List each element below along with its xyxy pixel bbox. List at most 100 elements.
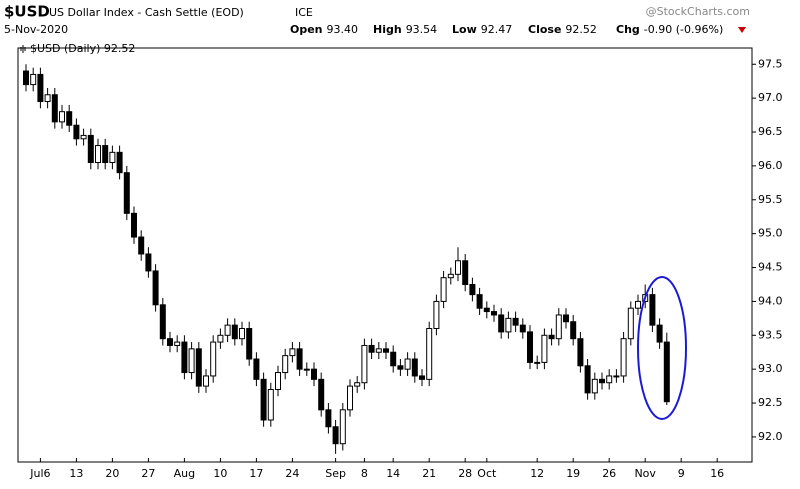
candle-body xyxy=(656,324,663,343)
candle-body xyxy=(275,372,281,390)
candle-body xyxy=(606,375,613,384)
candle-body xyxy=(498,314,505,333)
x-tick-label: 24 xyxy=(285,467,299,480)
candle-body xyxy=(195,348,202,387)
x-tick-label: Aug xyxy=(174,467,195,480)
x-tick-label: 26 xyxy=(602,467,616,480)
candle-body xyxy=(267,388,274,421)
x-tick-label: 12 xyxy=(530,467,544,480)
candle-body xyxy=(203,375,209,387)
candle-body xyxy=(462,260,469,285)
exchange: ICE xyxy=(295,6,313,19)
candle-body xyxy=(37,73,44,103)
x-tick-label: 17 xyxy=(249,467,263,480)
x-tick-label: 21 xyxy=(422,467,436,480)
y-tick-label: 97.5 xyxy=(758,57,783,70)
quote-label: Open xyxy=(290,23,323,36)
candle-body xyxy=(66,111,73,126)
candle-body xyxy=(591,378,598,394)
candle-body xyxy=(390,351,397,367)
candle-body xyxy=(419,375,425,380)
candle-body xyxy=(167,338,173,346)
candle-body xyxy=(577,338,584,367)
x-tick-label: 13 xyxy=(69,467,83,480)
legend-icon xyxy=(20,45,26,53)
candle-body xyxy=(620,338,627,377)
candle-body xyxy=(181,341,188,374)
quote-label: Chg xyxy=(616,23,640,36)
candle-body xyxy=(519,324,526,333)
candle-body xyxy=(613,375,620,378)
symbol: $USD xyxy=(4,3,50,21)
candle-body xyxy=(30,73,37,86)
x-tick-label: 10 xyxy=(213,467,227,480)
candle-body xyxy=(476,294,483,309)
candle-body xyxy=(289,348,296,357)
candle-body xyxy=(73,124,80,140)
x-tick-label: Oct xyxy=(477,467,497,480)
x-tick-label: 16 xyxy=(710,467,724,480)
y-tick-label: 93.0 xyxy=(758,362,783,375)
quote-label: High xyxy=(373,23,402,36)
candle-body xyxy=(95,145,101,164)
y-tick-label: 92.5 xyxy=(758,396,783,409)
y-tick-label: 94.5 xyxy=(758,261,783,274)
quote-label: Low xyxy=(452,23,477,36)
candle-body xyxy=(570,321,577,340)
x-tick-label: 28 xyxy=(458,467,472,480)
candle-body xyxy=(649,294,656,326)
candle-body xyxy=(491,311,497,316)
candle-body xyxy=(368,344,375,353)
plot-frame xyxy=(17,47,753,463)
candle-body xyxy=(224,324,231,336)
x-tick-label: 9 xyxy=(678,467,685,480)
candle-body xyxy=(102,145,109,164)
candle-body xyxy=(339,409,346,445)
candle-body xyxy=(663,341,670,403)
candle-body xyxy=(483,307,490,313)
candle-body xyxy=(217,334,224,343)
candle-body xyxy=(404,358,411,370)
candle-body xyxy=(51,94,58,123)
candle-body xyxy=(188,348,195,374)
candle-body xyxy=(231,324,238,340)
candle-body xyxy=(447,273,454,279)
candle-body xyxy=(635,300,641,309)
candle-body xyxy=(627,307,634,340)
y-tick-label: 97.0 xyxy=(758,91,783,104)
legend: $USD (Daily) 92.52 xyxy=(30,42,135,55)
marks: 92.0 92.5 93.0 93.5 94.0 94.5 95.0 95.5 96.0 96.5… xyxy=(23,57,783,480)
candle-body xyxy=(296,348,303,370)
candle-body xyxy=(138,236,145,255)
candle-body xyxy=(303,368,310,371)
quote-value: -0.90 (-0.96%) xyxy=(644,23,723,36)
candle-body xyxy=(311,368,317,380)
candle-body xyxy=(23,70,29,86)
candle-body xyxy=(527,331,533,363)
date: 5-Nov-2020 xyxy=(4,23,68,36)
index-name: US Dollar Index - Cash Settle (EOD) xyxy=(49,6,244,19)
quote-value: 92.47 xyxy=(481,23,513,36)
candle-body xyxy=(411,358,418,377)
y-tick-label: 92.0 xyxy=(758,430,783,443)
candle-body xyxy=(174,341,181,346)
x-tick-label: Sep xyxy=(325,467,346,480)
candle-body xyxy=(239,328,245,340)
candle-body xyxy=(123,172,130,214)
y-tick-label: 96.0 xyxy=(758,159,783,172)
candle-body xyxy=(210,341,217,377)
candle-body xyxy=(383,348,389,353)
candle-body xyxy=(347,385,353,411)
candle-body xyxy=(246,328,253,360)
candle-body xyxy=(433,300,440,330)
y-tick-label: 96.5 xyxy=(758,125,783,138)
candle-body xyxy=(555,314,562,340)
candle-body xyxy=(599,378,605,384)
candle-body xyxy=(332,426,339,445)
x-tick-label: 27 xyxy=(141,467,155,480)
quote-label: Close xyxy=(528,23,561,36)
candle-body xyxy=(260,378,267,421)
candle-body xyxy=(361,344,368,384)
down-arrow xyxy=(738,27,746,33)
